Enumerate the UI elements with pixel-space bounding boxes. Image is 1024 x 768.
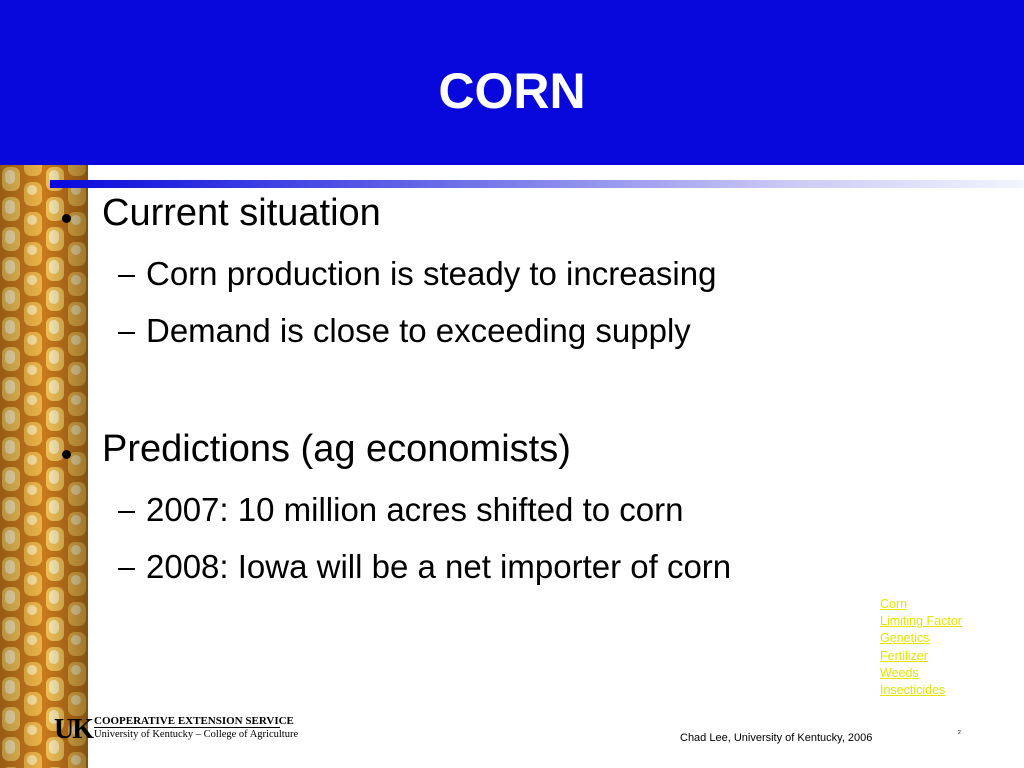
nav-link[interactable]: Fertilizer bbox=[880, 648, 928, 663]
bullet-marker bbox=[62, 450, 71, 459]
sub-marker bbox=[118, 332, 135, 334]
slide-number: 2 bbox=[958, 730, 961, 736]
logo-rule bbox=[94, 727, 280, 728]
logo: UK COOPERATIVE EXTENSION SERVICE Univers… bbox=[54, 714, 298, 745]
sub-marker bbox=[118, 568, 135, 570]
sub-bullet-text: 2008: Iowa will be a net importer of cor… bbox=[146, 548, 732, 585]
slide-title: CORN bbox=[438, 63, 586, 119]
logo-line: COOPERATIVE EXTENSION SERVICE bbox=[94, 715, 294, 727]
title-bar bbox=[0, 0, 1024, 165]
sub-bullet-text: Corn production is steady to increasing bbox=[146, 255, 717, 292]
nav-link[interactable]: Insecticides bbox=[880, 683, 946, 698]
sub-bullet-text: 2007: 10 million acres shifted to corn bbox=[146, 491, 684, 528]
nav-link[interactable]: Genetics bbox=[880, 631, 930, 646]
nav-links: Corn Limiting Factor Genetics Fertilizer Wee… bbox=[880, 596, 962, 699]
footer: Chad Lee, University of Kentucky, 2006 bbox=[680, 732, 873, 744]
bullet-marker bbox=[62, 214, 71, 223]
nav-link[interactable]: Limiting Factor bbox=[880, 614, 962, 629]
sub-marker bbox=[118, 511, 135, 513]
bullet-text: Predictions (ag economists) bbox=[102, 428, 571, 470]
corn-image bbox=[0, 165, 88, 768]
title-rule bbox=[50, 180, 1024, 188]
nav-link[interactable]: Weeds bbox=[880, 665, 919, 680]
sub-bullet-text: Demand is close to exceeding supply bbox=[146, 312, 691, 349]
bullet-text: Current situation bbox=[102, 192, 381, 234]
nav-link[interactable]: Corn bbox=[880, 597, 908, 611]
sub-marker bbox=[118, 275, 135, 277]
logo-line: University of Kentucky – College of Agri… bbox=[94, 729, 299, 740]
logo-mark: UK bbox=[54, 714, 94, 745]
